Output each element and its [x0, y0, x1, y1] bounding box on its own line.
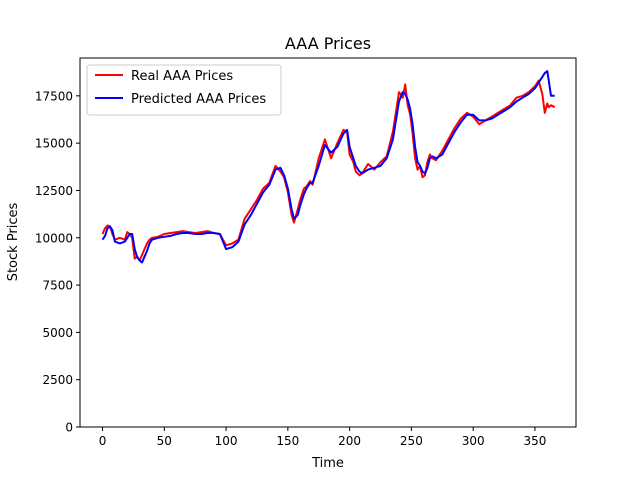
x-tick-label: 0	[99, 434, 107, 448]
plot-lines	[101, 70, 556, 264]
x-axis-label: Time	[311, 456, 344, 471]
legend-label-predicted: Predicted AAA Prices	[131, 92, 266, 107]
x-tick-label: 150	[276, 434, 299, 448]
y-tick-label: 5000	[42, 326, 73, 340]
x-tick-label: 250	[400, 434, 423, 448]
y-axis-label: Stock Prices	[6, 202, 21, 281]
x-tick-label: 300	[462, 434, 485, 448]
y-tick-label: 2500	[42, 373, 73, 387]
legend-box	[86, 64, 282, 116]
series-line-predicted	[101, 70, 555, 264]
legend-label-real: Real AAA Prices	[131, 69, 233, 84]
axes-frame	[79, 57, 577, 428]
y-axis: 0 2500 5000 7500 10000 12500 15000 17500	[35, 89, 80, 435]
x-tick-label: 50	[157, 434, 172, 448]
y-tick-label: 10000	[35, 231, 73, 245]
x-axis: 0 50 100 150 200 250 300 350	[99, 427, 546, 448]
y-tick-label: 17500	[35, 89, 73, 103]
y-tick-label: 15000	[35, 137, 73, 151]
y-tick-label: 12500	[35, 184, 73, 198]
x-tick-label: 100	[215, 434, 238, 448]
y-tick-label: 0	[65, 421, 73, 435]
chart-title: AAA Prices	[285, 34, 371, 53]
x-tick-label: 350	[523, 434, 546, 448]
x-tick-label: 200	[338, 434, 361, 448]
legend: Real AAA Prices Predicted AAA Prices	[86, 64, 282, 116]
y-tick-label: 7500	[42, 279, 73, 293]
